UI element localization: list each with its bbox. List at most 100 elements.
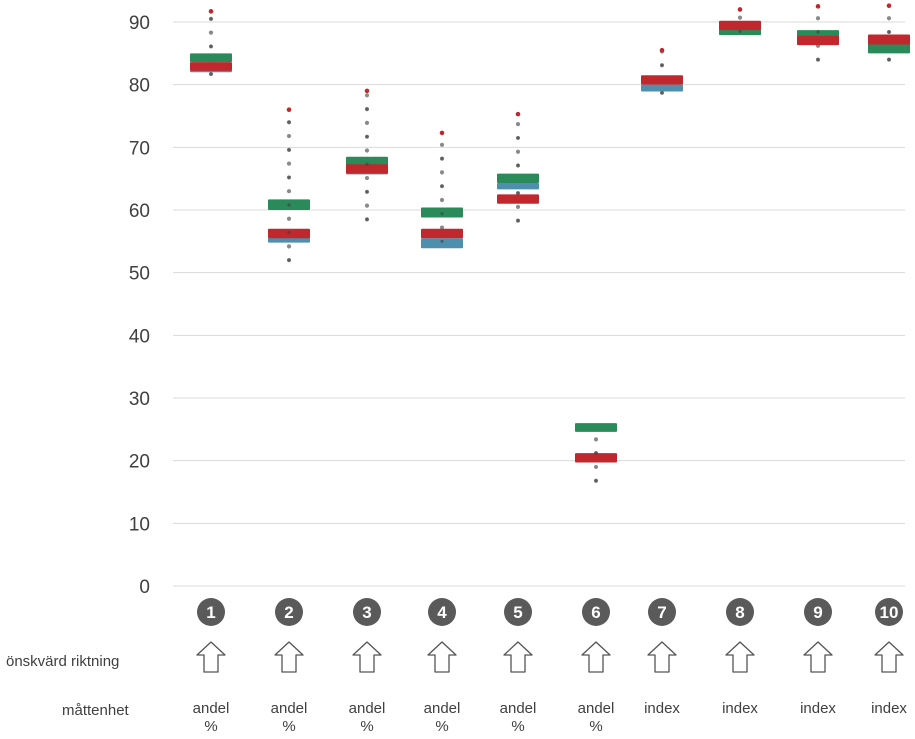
range-dot-overlay	[660, 63, 664, 67]
indicator-badge	[648, 598, 676, 626]
indicator-badge	[804, 598, 832, 626]
range-dot-overlay	[660, 91, 664, 95]
y-tick-label: 40	[129, 326, 150, 347]
up-arrow-icon	[427, 641, 457, 673]
y-tick-label: 20	[129, 452, 150, 473]
unit-label-line2: %	[589, 718, 603, 735]
unit-label-line1: index	[644, 700, 680, 717]
unit-label-line2: %	[282, 718, 296, 735]
unit-label-line2: %	[435, 718, 449, 735]
max-marker	[515, 111, 521, 117]
range-dot	[286, 216, 292, 221]
y-tick-label: 80	[129, 76, 150, 97]
max-marker	[737, 7, 743, 12]
red-range-bar	[497, 194, 539, 204]
green-range-bar	[575, 423, 617, 432]
unit-label-line1: andel	[270, 700, 308, 717]
unit-label-line1: andel	[423, 700, 461, 717]
indicator-badge	[428, 598, 456, 626]
range-dot-overlay	[594, 451, 598, 455]
unit-label: index	[788, 700, 848, 718]
indicator-badge	[875, 598, 903, 626]
range-dot-overlay	[440, 157, 444, 161]
unit-label-line1: andel	[499, 700, 537, 717]
red-range-bar	[575, 453, 617, 463]
up-arrow-icon	[352, 641, 382, 673]
unit-label-line1: index	[722, 700, 758, 717]
unit-label-line2: %	[511, 718, 525, 735]
range-dot-overlay	[516, 163, 520, 168]
range-dot-overlay	[365, 135, 369, 139]
unit-label: index	[859, 700, 915, 718]
max-marker	[815, 4, 821, 9]
range-dot-overlay	[887, 58, 891, 62]
unit-label-line1: index	[800, 700, 836, 717]
indicator-badge	[582, 598, 610, 626]
direction-row-label: önskvärd riktning	[6, 653, 120, 670]
max-marker	[286, 107, 292, 113]
indicator-badge	[504, 598, 532, 626]
max-marker	[659, 47, 665, 53]
range-dot	[364, 148, 370, 153]
range-dot	[439, 142, 445, 147]
range-dot	[593, 437, 599, 442]
unit-label: index	[632, 700, 692, 718]
indicator-number: 8	[735, 603, 744, 622]
indicator-badge	[275, 598, 303, 626]
range-dot-overlay	[209, 17, 213, 21]
max-marker	[886, 3, 892, 9]
unit-label: andel%	[412, 700, 472, 736]
unit-label: andel%	[181, 700, 241, 736]
y-tick-label: 0	[139, 577, 150, 598]
range-dot-overlay	[594, 479, 598, 483]
range-dot-overlay	[440, 184, 444, 188]
up-arrow-icon	[647, 641, 677, 673]
up-arrow-icon	[196, 641, 226, 673]
range-dot-overlay	[516, 219, 520, 223]
up-arrow-icon	[581, 641, 611, 673]
range-dot	[286, 244, 292, 249]
unit-label: andel%	[337, 700, 397, 736]
unit-label-line1: andel	[348, 700, 386, 717]
range-dot	[515, 149, 521, 154]
indicator-badge	[726, 598, 754, 626]
unit-label-line1: andel	[577, 700, 615, 717]
indicator-number: 5	[513, 603, 522, 622]
indicator-number: 9	[813, 603, 822, 622]
y-tick-label: 70	[129, 138, 150, 159]
red-range-bar	[797, 35, 839, 46]
red-range-bar	[641, 75, 683, 85]
range-dot-overlay	[287, 175, 291, 180]
indicator-number: 6	[591, 603, 600, 622]
range-dot-overlay	[365, 162, 369, 166]
range-dot	[439, 170, 445, 175]
range-dot	[286, 161, 292, 166]
unit-row-label: måttenhet	[62, 702, 129, 719]
green-range-bar	[497, 173, 539, 184]
unit-label-line1: andel	[192, 700, 230, 717]
range-dot	[593, 464, 599, 470]
range-dot	[515, 204, 521, 209]
blue-range-bar	[421, 238, 463, 249]
unit-label-line2: %	[204, 718, 218, 735]
range-dot	[364, 203, 370, 208]
range-dot-overlay	[287, 120, 291, 124]
blue-range-bar	[641, 84, 683, 92]
y-tick-label: 10	[129, 514, 150, 535]
indicator-badge	[197, 598, 225, 626]
range-dot	[737, 15, 743, 20]
blue-range-bar	[268, 237, 310, 243]
range-dot	[208, 30, 214, 35]
range-dot-overlay	[440, 239, 444, 243]
indicator-number: 3	[362, 603, 371, 622]
unit-label: andel%	[259, 700, 319, 736]
unit-label-line2: %	[360, 718, 374, 735]
range-dot-overlay	[440, 212, 444, 216]
y-tick-label: 50	[129, 264, 150, 285]
unit-label: andel%	[566, 700, 626, 736]
range-dot-overlay	[287, 148, 291, 152]
indicator-number: 7	[657, 603, 666, 622]
range-dot-overlay	[365, 217, 369, 221]
unit-label: index	[710, 700, 770, 718]
range-dot-overlay	[365, 190, 369, 194]
